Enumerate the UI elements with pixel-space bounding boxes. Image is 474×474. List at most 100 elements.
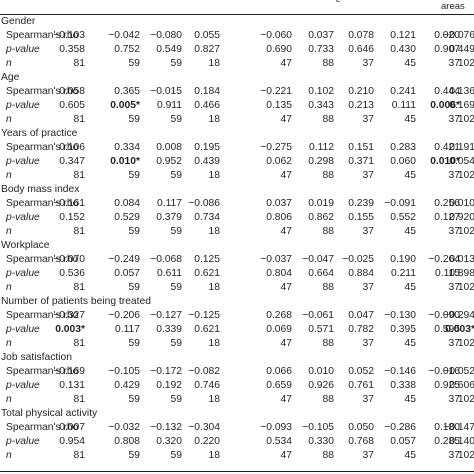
table-cell: 37: [448, 226, 460, 237]
table-row: p-value 0.536 0.057 0.611 0.621 0.804 0.664 0.8…: [0, 267, 474, 281]
table-cell: 0.220: [194, 436, 220, 447]
row-label: Spearman's rho: [6, 198, 79, 209]
table-row: Spearman's rho −0.169 −0.105 −0.172 −0.082 0.…: [0, 365, 474, 379]
table-row: Spearman's rho 0.058 0.365 −0.015 0.184 −0.22…: [0, 85, 474, 99]
table-row: n 81 59 59 18 47 88 37 45 37 102: [0, 169, 474, 183]
table-cell: −0.221: [260, 86, 292, 97]
table-cell: 0.421: [434, 142, 460, 153]
table-cell: 0.151: [348, 142, 374, 153]
table-cell: 0.429: [114, 380, 140, 391]
table-cell: 0.057: [114, 268, 140, 279]
table-cell: 0.808: [114, 436, 140, 447]
table-cell: 0.444: [434, 86, 460, 97]
table-cell: 0.084: [114, 198, 140, 209]
table-cell: 0.283: [390, 142, 416, 153]
table-cell: 0.449: [449, 44, 474, 55]
table-cell: 0.055: [194, 30, 220, 41]
column-header-areas: areas: [441, 1, 465, 12]
table-cell: 0.054: [449, 156, 474, 167]
table-cell: 0.155: [348, 212, 374, 223]
table-cell: 0.020: [434, 30, 460, 41]
table-cell: 0.549: [156, 44, 182, 55]
table-cell: 0.268: [266, 310, 292, 321]
table-row: n 81 59 59 18 47 88 37 45 37 102: [0, 113, 474, 127]
table-cell: 0.804: [266, 268, 292, 279]
row-label: n: [6, 338, 12, 349]
table-cell: −0.037: [260, 254, 292, 265]
table-cell: 0.010*: [430, 156, 460, 167]
table-cell: 0.125: [194, 254, 220, 265]
table-cell: 0.010: [308, 366, 334, 377]
row-label: Spearman's rho: [6, 142, 79, 153]
table-cell: 37: [362, 170, 374, 181]
table-cell: −0.047: [302, 254, 334, 265]
header-rule: [0, 14, 474, 15]
table-cell: −0.169: [53, 366, 85, 377]
table-cell: 0.180: [434, 422, 460, 433]
table-row: p-value 0.347 0.010* 0.952 0.439 0.062 0.298 0.…: [0, 155, 474, 169]
table-cell: 45: [404, 226, 416, 237]
table-cell: 0.131: [59, 380, 85, 391]
table-cell: 0.330: [308, 436, 334, 447]
table-cell: −0.068: [150, 254, 182, 265]
table-cell: 59: [128, 282, 140, 293]
table-cell: 0.907: [434, 44, 460, 55]
table-cell: 0.135: [266, 100, 292, 111]
table-cell: 0.007: [59, 422, 85, 433]
table-cell: −0.093: [260, 422, 292, 433]
table-cell: 59: [170, 338, 182, 349]
section-title: Gender: [1, 16, 36, 27]
table-cell: 102: [457, 450, 474, 461]
row-label: Spearman's rho: [6, 86, 79, 97]
table-cell: −0.086: [188, 198, 220, 209]
table-cell: 0.195: [194, 142, 220, 153]
table-cell: 0.115: [434, 268, 460, 279]
table-cell: 0.595: [434, 324, 460, 335]
table-cell: 0.010: [449, 198, 474, 209]
table-cell: 0.019: [308, 198, 334, 209]
table-cell: 0.152: [59, 212, 85, 223]
table-cell: 102: [457, 114, 474, 125]
table-cell: 47: [280, 394, 292, 405]
table-cell: 59: [170, 394, 182, 405]
row-label: p-value: [6, 100, 40, 111]
table-cell: 18: [208, 58, 220, 69]
table-cell: 0.806: [266, 212, 292, 223]
table-cell: 59: [128, 394, 140, 405]
table-row: n 81 59 59 18 47 88 37 45 37 102: [0, 449, 474, 463]
table-cell: 59: [128, 338, 140, 349]
table-cell: 0.211: [390, 268, 416, 279]
table-cell: −0.070: [53, 254, 85, 265]
table-cell: 0.606: [449, 380, 474, 391]
table-cell: 0.060: [390, 156, 416, 167]
table-cell: 81: [73, 58, 85, 69]
table-cell: 0.536: [59, 268, 85, 279]
section-title: Total physical activity: [1, 408, 98, 419]
table-cell: 0.343: [308, 100, 334, 111]
table-cell: 0.733: [308, 44, 334, 55]
table-cell: −0.304: [188, 422, 220, 433]
table-cell: −0.146: [384, 366, 416, 377]
table-cell: 0.605: [59, 100, 85, 111]
table-cell: 0.395: [390, 324, 416, 335]
table-row: Spearman's rho −0.327 −0.206 −0.127 −0.125 0.…: [0, 309, 474, 323]
table-cell: 59: [170, 170, 182, 181]
table-cell: −0.249: [108, 254, 140, 265]
table-cell: 47: [280, 338, 292, 349]
table-cell: 102: [457, 170, 474, 181]
table-row: Spearman's rho −0.161 0.084 0.117 −0.086 0.03…: [0, 197, 474, 211]
table-cell: 0.782: [348, 324, 374, 335]
table-cell: 37: [448, 170, 460, 181]
table-cell: −0.080: [150, 30, 182, 41]
section-title: Age: [1, 72, 20, 83]
table-cell: 0.334: [114, 142, 140, 153]
table-cell: −0.025: [342, 254, 374, 265]
table-cell: 0.106: [59, 142, 85, 153]
row-label: p-value: [6, 156, 40, 167]
table-cell: 0.920: [449, 212, 474, 223]
table-cell: 0.529: [114, 212, 140, 223]
table-cell: 0.006*: [430, 100, 460, 111]
row-label: Spearman's rho: [6, 422, 79, 433]
table-cell: 0.008: [156, 142, 182, 153]
table-cell: 0.117: [156, 198, 182, 209]
